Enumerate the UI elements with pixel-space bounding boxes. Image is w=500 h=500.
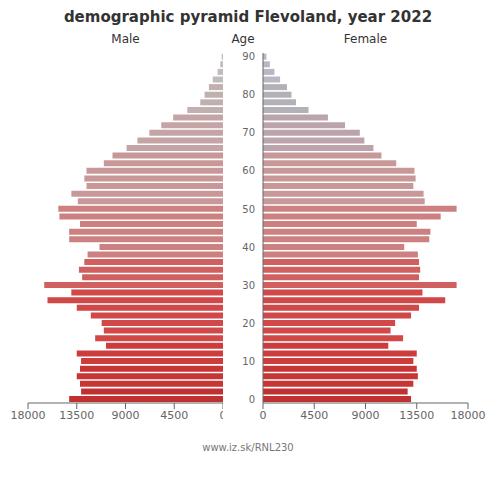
svg-text:60: 60	[242, 165, 255, 176]
svg-text:0: 0	[260, 409, 267, 422]
html-text:Female: Female	[343, 32, 388, 46]
svg-text:18000: 18000	[451, 409, 486, 422]
svg-text:70: 70	[242, 127, 255, 138]
svg-text:10: 10	[242, 356, 255, 367]
svg-text:4500: 4500	[160, 409, 188, 422]
svg-text:80: 80	[242, 89, 255, 100]
svg-text:18000: 18000	[11, 409, 46, 422]
svg-text:0: 0	[249, 394, 255, 405]
html-text:demographic pyramid Flevoland,: demographic pyramid Flevoland, year 2022	[63, 8, 433, 26]
svg-text:9000: 9000	[352, 409, 380, 422]
svg-text:9000: 9000	[112, 409, 140, 422]
html-text:Age: Age	[231, 32, 255, 46]
svg-text:0: 0	[220, 409, 224, 422]
svg-text:13500: 13500	[59, 409, 94, 422]
svg-text:90: 90	[242, 51, 255, 62]
svg-text:20: 20	[242, 318, 255, 329]
html-text:www.iz.sk/RNL230: www.iz.sk/RNL230	[202, 442, 294, 453]
svg-text:50: 50	[242, 204, 255, 215]
svg-text:30: 30	[242, 280, 255, 291]
svg-text:13500: 13500	[399, 409, 434, 422]
html-text:Male: Male	[111, 32, 140, 46]
svg-text:40: 40	[242, 242, 255, 253]
svg-text:4500: 4500	[300, 409, 328, 422]
